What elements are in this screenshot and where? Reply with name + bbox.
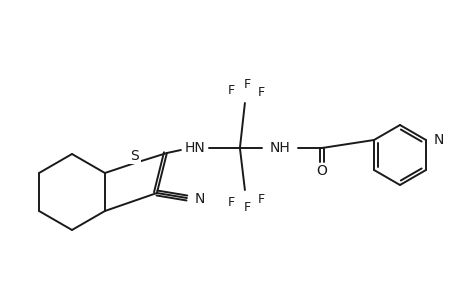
- Text: F: F: [227, 83, 234, 97]
- Text: F: F: [243, 202, 250, 214]
- Text: F: F: [243, 79, 250, 92]
- Text: NH: NH: [269, 141, 290, 155]
- Text: N: N: [433, 133, 443, 147]
- Text: HN: HN: [184, 141, 205, 155]
- Text: N: N: [195, 192, 205, 206]
- Text: O: O: [316, 164, 327, 178]
- Text: F: F: [227, 196, 234, 209]
- Text: F: F: [257, 86, 264, 100]
- Text: S: S: [130, 149, 139, 163]
- Text: F: F: [257, 194, 264, 206]
